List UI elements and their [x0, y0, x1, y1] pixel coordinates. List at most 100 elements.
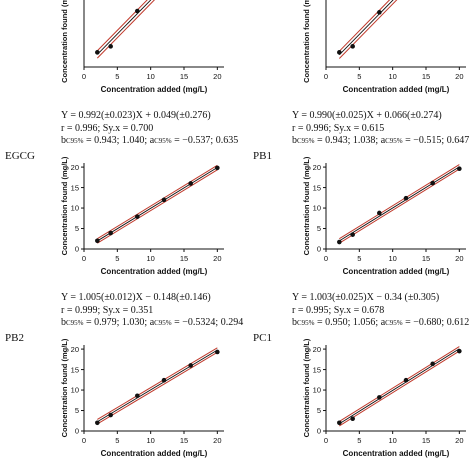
data-point [377, 10, 382, 15]
x-tick-label: 0 [82, 436, 86, 445]
y-tick-label: 20 [71, 345, 79, 354]
x-tick-label: 5 [115, 72, 119, 81]
ci-lower-line [96, 0, 156, 59]
x-tick-label: 15 [180, 436, 188, 445]
regression-equation: Y = 1.005(±0.012)X − 0.148(±0.146) [61, 292, 211, 303]
data-point [188, 363, 193, 368]
y-tick-label: 0 [75, 427, 79, 436]
confidence-line: bC95% = 0.950; 1.056; aC95% = −0.680; 0.… [292, 317, 470, 328]
x-tick-label: 15 [422, 72, 430, 81]
y-tick-label: 10 [71, 386, 79, 395]
y-axis-title: Concentration found (mg/L) [302, 338, 311, 437]
y-axis-title: Concentration found (mg/L) [60, 338, 69, 437]
equation-block-pc1: Y = 1.003(±0.025)X − 0.34 (±0.305) r = 0… [292, 292, 469, 330]
correlation-line: r = 0.999; Sy.x = 0.351 [61, 304, 154, 316]
fit-lines [97, 347, 218, 425]
correlation-line: r = 0.996; Sy.x = 0.615 [292, 122, 385, 134]
panel-label-egcg: EGCG [5, 150, 35, 162]
chart-panel-5: 0 5 10 15 20 0 5 10 15 20 Concentration added (mg/… [60, 338, 224, 458]
chart-panel-2: 0510152015Concentration added (mg/L)Conc… [302, 0, 466, 94]
x-axis-title: Concentration added (mg/L) [101, 85, 208, 94]
data-point [95, 238, 100, 244]
confidence-line: bC95% = 0.943; 1.038; aC95% = −0.515; 0.… [292, 135, 470, 146]
data-point [95, 420, 100, 426]
regression-line [97, 349, 218, 423]
data-point [108, 230, 113, 236]
x-tick-label: 10 [388, 436, 396, 445]
equation-block-egcg: Y = 0.992(±0.023)X + 0.049(±0.276) r = 0… [61, 110, 238, 148]
data-point [95, 50, 100, 55]
equation-block-pb2: Y = 1.005(±0.012)X − 0.148(±0.146) r = 0… [61, 292, 243, 330]
x-axis-title: Concentration added (mg/L) [343, 449, 450, 458]
data-point [430, 361, 435, 367]
x-tick-label: 5 [357, 254, 361, 263]
regression-equation: Y = 1.003(±0.025)X − 0.34 (±0.305) [292, 292, 440, 303]
data-point [135, 214, 140, 219]
ci-lower-line [97, 351, 218, 425]
chart-panel-4: 0 5 10 15 20 0 5 10 15 20 Concentration added (mg/… [302, 156, 466, 276]
fit-lines [97, 164, 218, 244]
data-point [337, 50, 342, 55]
data-point [457, 166, 462, 172]
x-tick-label: 20 [213, 72, 221, 81]
y-tick-label: 15 [71, 183, 79, 192]
regression-line [339, 0, 394, 56]
y-tick-label: 0 [317, 245, 321, 254]
y-axis-title: Concentration found (mg/L) [60, 156, 69, 255]
ci-upper-line [338, 0, 391, 52]
panel-label-pb2: PB2 [5, 332, 24, 344]
y-tick-label: 0 [317, 427, 321, 436]
chart-panel-3: 0 5 10 15 20 0 5 10 15 20 Concentration added (mg/… [60, 156, 224, 276]
data-point [430, 180, 435, 186]
y-tick-label: 15 [71, 365, 79, 374]
y-tick-label: 10 [313, 386, 321, 395]
regression-line [339, 166, 460, 242]
y-tick-label: 0 [75, 245, 79, 254]
panel-label-pc1: PC1 [253, 332, 272, 344]
fit-lines [338, 0, 398, 59]
x-axis-title: Concentration added (mg/L) [101, 449, 208, 458]
x-tick-label: 5 [357, 72, 361, 81]
correlation-line: r = 0.996; Sy.x = 0.700 [61, 122, 154, 134]
ci-upper-line [97, 164, 218, 240]
x-axis-title: Concentration added (mg/L) [343, 267, 450, 276]
x-tick-label: 15 [180, 254, 188, 263]
x-tick-label: 10 [146, 72, 154, 81]
equation-block-pb1: Y = 0.990(±0.025)X + 0.066(±0.274) r = 0… [292, 110, 469, 148]
x-tick-label: 10 [146, 436, 154, 445]
confidence-line: bC95% = 0.943; 1.040; aC95% = −0.537; 0.… [61, 135, 239, 146]
data-point [350, 232, 355, 237]
y-tick-label: 20 [313, 163, 321, 172]
fit-lines [96, 0, 156, 59]
ci-upper-line [96, 0, 148, 52]
x-tick-label: 20 [455, 254, 463, 263]
data-point [108, 44, 113, 49]
x-tick-label: 20 [455, 436, 463, 445]
regression-line [97, 0, 152, 55]
data-point [135, 393, 140, 399]
y-tick-label: 10 [313, 204, 321, 213]
chart-panel-1: 0510152015Concentration added (mg/L)Conc… [60, 0, 224, 94]
x-tick-label: 5 [115, 254, 119, 263]
data-point [403, 195, 409, 201]
x-tick-label: 15 [422, 254, 430, 263]
x-tick-label: 20 [455, 72, 463, 81]
x-tick-label: 0 [324, 254, 328, 263]
x-tick-label: 5 [357, 436, 361, 445]
x-tick-label: 15 [422, 436, 430, 445]
ci-lower-line [339, 350, 460, 427]
data-point [215, 349, 220, 355]
x-tick-label: 20 [213, 436, 221, 445]
y-tick-label: 5 [317, 406, 321, 415]
correlation-line: r = 0.995; Sy.x = 0.678 [292, 304, 385, 316]
panel-label-pb1: PB1 [253, 150, 272, 162]
fit-lines [339, 164, 460, 244]
data-point [161, 377, 167, 383]
x-tick-label: 0 [324, 436, 328, 445]
x-tick-label: 0 [324, 72, 328, 81]
chart-panel-6: 0 5 10 15 20 0 5 10 15 20 Concentration added (mg/… [302, 338, 466, 458]
x-axis-title: Concentration added (mg/L) [343, 85, 450, 94]
x-tick-label: 0 [82, 72, 86, 81]
